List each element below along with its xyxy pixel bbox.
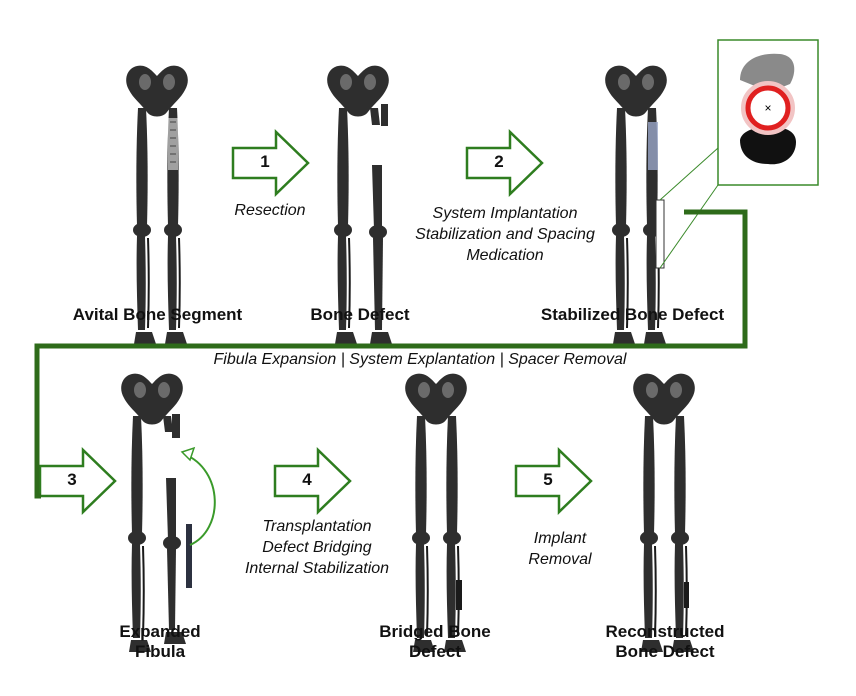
stage-label-reconstructed-line-1: Reconstructed [605,622,725,641]
step-number-5: 5 [543,470,553,489]
stage-label-reconstructed-bone-defect: Reconstructed Bone Defect [585,622,745,662]
skeleton-reconstructed-bone-defect [633,373,695,652]
stage-label-expanded-fibula-line-1: Expanded [119,622,201,641]
stage-label-reconstructed-line-2: Bone Defect [615,642,715,661]
arrow-step-3 [38,447,117,515]
expanded-fibula-segment [186,524,192,588]
arrow-step-1 [231,129,310,197]
stage-label-bridged-bone-defect: Bridged Bone Defect [360,622,510,662]
stage-label-bridged-bone-defect-line-1: Bridged Bone [379,622,491,641]
row-connector [34,209,748,499]
caption-step-5-line-2: Removal [528,551,592,568]
avital-segment-marker [168,118,178,170]
step-number-2: 2 [494,152,504,171]
implant-spacer [648,122,658,170]
target-ring [745,85,791,131]
caption-step-1: Resection [234,202,306,219]
inset-marker: × [764,101,771,115]
skeleton-expanded-fibula [121,373,216,652]
skeleton-bone-defect [327,65,392,344]
caption-step-5-line-1: Implant [533,530,587,547]
step-number-3: 3 [67,470,77,489]
stage-label-bridged-bone-defect-line-2: Defect [409,642,461,661]
caption-step-2-line-1: System Implantation [432,205,578,222]
inset-leader-bottom [659,184,719,269]
caption-step-4-line-2: Defect Bridging [262,539,372,556]
step-number-1: 1 [260,152,270,171]
inset-detail: × [717,39,819,186]
arrow-step-5 [514,447,593,515]
stage-label-expanded-fibula-line-2: Fibula [134,642,186,661]
stage-label-expanded-fibula: Expanded Fibula [90,622,230,662]
inset-leader-top [659,147,719,201]
caption-step-4: Transplantation Defect Bridging Internal… [232,516,402,579]
caption-step-4-line-1: Transplantation [262,518,372,535]
arrow-step-4 [273,447,352,515]
arrow-step-2 [465,129,544,197]
fixation-plate [655,199,665,269]
skeleton-avital-bone-segment [126,65,188,344]
caption-step-2: System Implantation Stabilization and Sp… [400,203,610,266]
caption-step-3: Fibula Expansion | System Explantation |… [213,351,627,368]
stage-label-avital-bone-segment: Avital Bone Segment [72,305,243,324]
step-number-4: 4 [302,470,312,489]
skeleton-stabilized-bone-defect [605,65,667,344]
stage-label-bone-defect: Bone Defect [310,305,410,324]
skeleton-bridged-bone-defect [405,373,467,652]
transfer-curve [183,453,216,546]
caption-step-2-line-2: Stabilization and Spacing [415,226,595,243]
caption-step-5: Implant Removal [505,528,615,570]
caption-step-2-line-3: Medication [466,247,544,264]
caption-step-4-line-3: Internal Stabilization [244,560,390,577]
stage-label-stabilized-bone-defect: Stabilized Bone Defect [540,305,725,324]
